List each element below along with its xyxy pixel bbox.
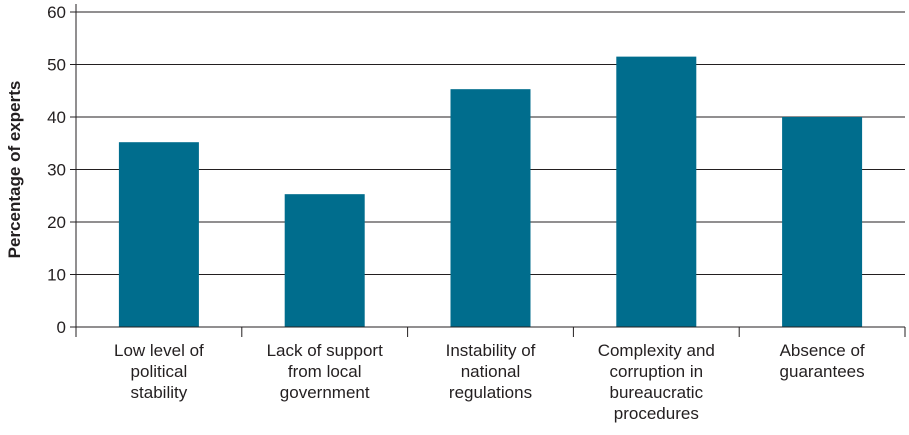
y-tick-label: 20 <box>47 213 66 232</box>
y-tick-label: 0 <box>57 318 66 337</box>
x-category-label-line: Low level of <box>114 341 204 360</box>
x-category-label-line: corruption in <box>610 362 704 381</box>
y-axis-label: Percentage of experts <box>5 81 24 259</box>
y-tick-label: 30 <box>47 161 66 180</box>
bar <box>118 142 199 327</box>
x-category-label-line: procedures <box>614 404 699 423</box>
y-tick-label: 50 <box>47 56 66 75</box>
bars <box>118 56 863 327</box>
x-category-label-line: from local <box>288 362 362 381</box>
x-category-label-line: stability <box>131 383 188 402</box>
x-category-label: Lack of support from local government <box>267 341 384 402</box>
x-category-label-line: guarantees <box>780 362 865 381</box>
y-tick-labels: 0 10 20 30 40 50 60 <box>47 3 66 337</box>
x-category-label-line: political <box>131 362 188 381</box>
x-category-label-line: Complexity and <box>598 341 715 360</box>
x-category-label-line: national <box>461 362 521 381</box>
bar <box>616 56 697 327</box>
bar <box>782 117 863 327</box>
x-category-label: Low level of political stability <box>114 341 204 402</box>
y-tick-label: 40 <box>47 108 66 127</box>
x-category-label: Instability of national regulations <box>446 341 536 402</box>
x-category-label-line: government <box>280 383 370 402</box>
x-category-label: Complexity and corruption in bureaucratic p… <box>598 341 715 423</box>
x-category-label-line: regulations <box>449 383 532 402</box>
bar <box>284 194 365 327</box>
y-tick-label: 10 <box>47 266 66 285</box>
y-tick-label: 60 <box>47 3 66 22</box>
x-category-labels: Low level of political stability Lack of su… <box>114 341 865 423</box>
bar <box>450 89 531 327</box>
x-category-label-line: Instability of <box>446 341 536 360</box>
x-category-label-line: Lack of support <box>267 341 384 360</box>
x-category-label-line: bureaucratic <box>610 383 704 402</box>
x-category-label: Absence of guarantees <box>780 341 865 381</box>
axes <box>70 4 906 337</box>
x-category-label-line: Absence of <box>780 341 865 360</box>
